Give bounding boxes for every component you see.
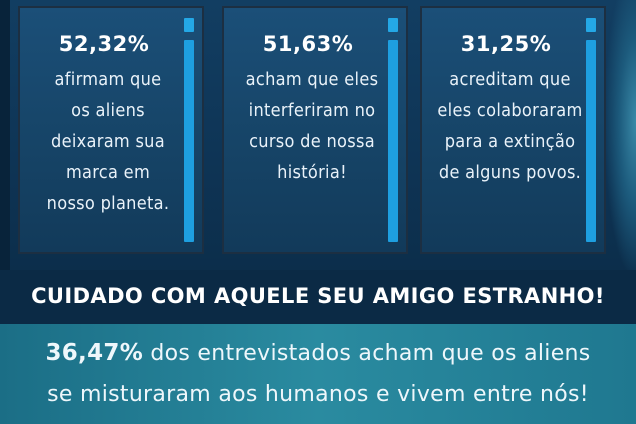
footer-text: dos entrevistados acham que os aliens [143, 341, 591, 366]
info-icon-dot [184, 18, 194, 32]
stat-percent: 52,32% [58, 32, 150, 56]
info-icon [586, 18, 596, 243]
info-icon [388, 18, 398, 243]
info-icon-bar [586, 40, 596, 242]
footer-band: 36,47% dos entrevistados acham que os al… [0, 324, 636, 424]
stat-line: nosso planeta. [46, 193, 170, 214]
stat-line: afirmam que [54, 69, 162, 90]
warning-heading: CUIDADO COM AQUELE SEU AMIGO ESTRANHO! [31, 284, 605, 308]
stat-panel-3: 31,25% acreditam que eles colaboraram pa… [420, 6, 606, 254]
stat-line: acreditam que [449, 69, 571, 90]
stat-percent: 51,63% [262, 32, 354, 56]
stat-line: eles colaboraram [437, 100, 583, 121]
stat-line: interferiram no [248, 100, 376, 121]
footer-percent: 36,47% [45, 340, 144, 366]
planet-decoration [606, 0, 636, 270]
stat-panel-2: 51,63% acham que eles interferiram no cu… [222, 6, 408, 254]
stat-line: deixaram sua [51, 131, 165, 152]
left-edge [0, 0, 10, 270]
stat-line: história! [277, 162, 347, 183]
info-icon-bar [184, 40, 194, 242]
stats-section: 52,32% afirmam que os aliens deixaram su… [0, 0, 636, 270]
footer-line-2: se misturaram aos humanos e vivem entre … [47, 382, 589, 407]
stat-line: os aliens [71, 100, 145, 121]
footer-line-1: 36,47% dos entrevistados acham que os al… [0, 340, 636, 366]
warning-band [0, 270, 636, 324]
stat-line: marca em [65, 162, 151, 183]
info-icon-bar [388, 40, 398, 242]
stat-line: de alguns povos. [438, 162, 582, 183]
stat-line: curso de nossa [249, 131, 375, 152]
info-icon-dot [586, 18, 596, 32]
stat-line: para a extinção [444, 131, 576, 152]
info-icon-dot [388, 18, 398, 32]
stat-description: acreditam que eles colaboraram para a ex… [428, 64, 592, 188]
stat-percent: 31,25% [460, 32, 552, 56]
stat-panel-1: 52,32% afirmam que os aliens deixaram su… [18, 6, 204, 254]
info-icon [184, 18, 194, 243]
stat-description: afirmam que os aliens deixaram sua marca… [26, 64, 190, 219]
stat-line: acham que eles [245, 69, 379, 90]
stat-description: acham que eles interferiram no curso de … [230, 64, 394, 188]
